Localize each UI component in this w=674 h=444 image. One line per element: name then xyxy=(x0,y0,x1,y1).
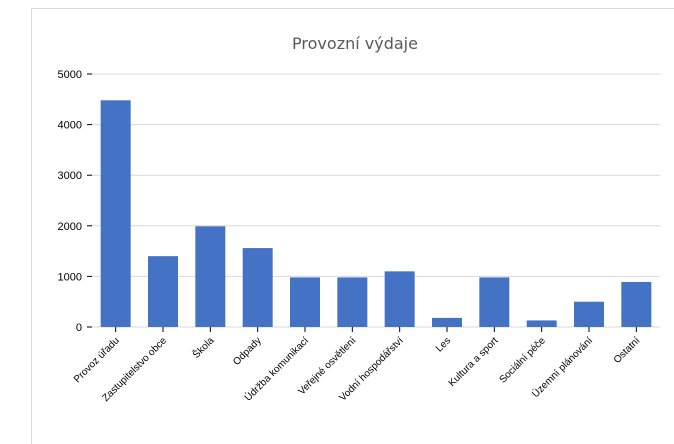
bar xyxy=(148,256,178,327)
x-tick-label: Odpady xyxy=(231,335,264,368)
bars-layer xyxy=(100,100,652,327)
bar xyxy=(621,281,652,327)
bar xyxy=(242,248,273,327)
x-tick-label: Sociální péče xyxy=(498,335,549,386)
bar xyxy=(195,226,226,327)
bar xyxy=(574,301,604,327)
bar xyxy=(290,277,320,327)
bar xyxy=(479,277,510,327)
bar xyxy=(100,100,131,327)
y-tick-label: 4000 xyxy=(58,120,82,132)
chart-title: Provozní výdaje xyxy=(292,34,418,53)
y-tick-label: 0 xyxy=(76,322,82,334)
y-tick-label: 3000 xyxy=(58,170,82,182)
x-tick-label: Ostatní xyxy=(612,335,643,366)
x-tick-label: Provoz úřadu xyxy=(72,335,122,385)
y-tick-label: 2000 xyxy=(58,221,82,233)
x-tick-label: Škola xyxy=(190,334,217,361)
x-tick-label: Kultura a sport xyxy=(447,335,501,389)
bar xyxy=(526,320,557,327)
bar xyxy=(337,277,368,327)
y-tick-label: 1000 xyxy=(58,271,82,283)
x-tick-label: Les xyxy=(434,335,453,354)
bar xyxy=(384,271,415,327)
y-tick-label: 5000 xyxy=(58,69,82,81)
bar xyxy=(432,317,462,327)
grid-layer: 0 1000 2000 3000 4000 5000 xyxy=(58,69,660,334)
